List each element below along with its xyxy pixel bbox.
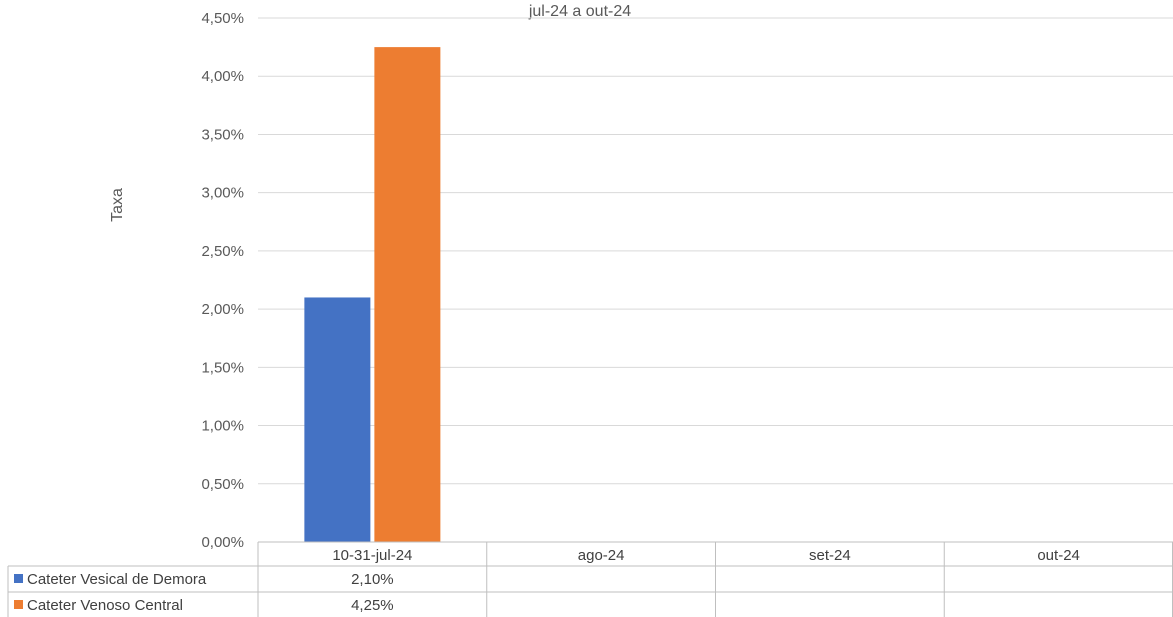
- y-tick-label: 1,00%: [201, 418, 244, 435]
- y-tick-label: 3,00%: [201, 185, 244, 202]
- y-tick-label: 3,50%: [201, 126, 244, 143]
- y-axis-ticks: 0,00% 0,50% 1,00% 1,50% 2,00% 2,50% 3,00% 3,50%…: [201, 10, 244, 551]
- bars: [304, 47, 441, 542]
- data-label: 2,10%: [351, 571, 394, 588]
- bar: [304, 297, 371, 542]
- legend-swatch: [14, 600, 23, 609]
- y-tick-label: 1,50%: [201, 359, 244, 376]
- legend-label: Cateter Vesical de Demora: [27, 571, 207, 588]
- y-tick-label: 2,50%: [201, 243, 244, 260]
- x-tick-label: ago-24: [578, 547, 625, 564]
- y-axis-label: Taxa: [109, 188, 126, 222]
- bar: [374, 47, 441, 542]
- data-table: 10-31-jul-24 ago-24 set-24 out-24 Cateter Ve…: [7, 541, 1173, 617]
- x-tick-label: set-24: [809, 547, 851, 564]
- data-label: 4,25%: [351, 597, 394, 614]
- x-tick-label: 10-31-jul-24: [332, 547, 412, 564]
- y-tick-label: 2,00%: [201, 301, 244, 318]
- x-tick-label: out-24: [1037, 547, 1080, 564]
- y-tick-label: 0,00%: [201, 534, 244, 551]
- y-tick-label: 4,50%: [201, 10, 244, 27]
- chart-title: jul-24 a out-24: [528, 3, 631, 20]
- legend-label: Cateter Venoso Central: [27, 597, 183, 614]
- y-tick-label: 0,50%: [201, 476, 244, 493]
- y-tick-label: 4,00%: [201, 68, 244, 85]
- legend-swatch: [14, 574, 23, 583]
